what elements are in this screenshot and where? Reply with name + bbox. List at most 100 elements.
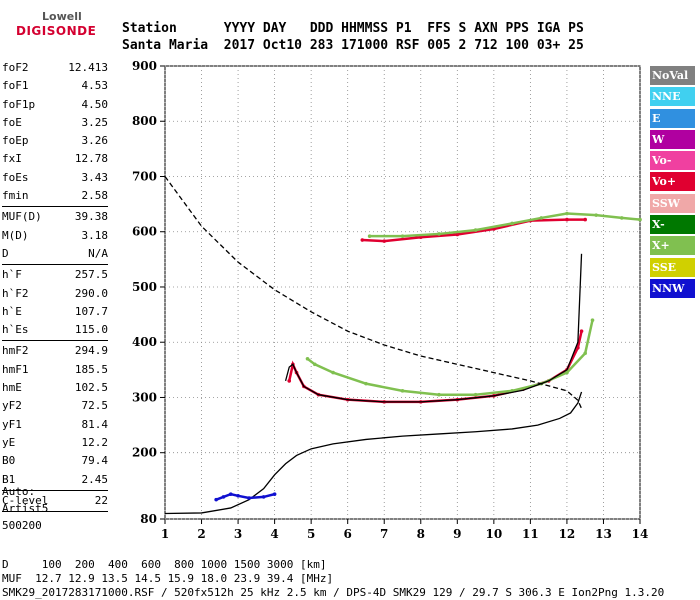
autoscaling-info: Auto: Artist5 500200 — [2, 483, 48, 534]
param-row: yF2 72.5 — [2, 397, 108, 415]
data-point — [418, 235, 423, 240]
y-tick-label: 600 — [132, 225, 157, 239]
data-point — [455, 232, 460, 237]
y-tick-label: 800 — [132, 114, 157, 128]
data-point — [305, 356, 310, 361]
param-name: M(D) — [2, 228, 29, 242]
footer-file-info: SMK29_2017283171000.RSF / 520fx512h 25 k… — [2, 586, 665, 599]
digisonde-logo: Lowell DIGISONDE — [4, 10, 96, 46]
data-point — [565, 217, 569, 222]
param-row: foEs 3.43 — [2, 169, 108, 187]
param-name: h`F — [2, 268, 22, 282]
x-tick-label: 9 — [453, 527, 461, 541]
param-value: 4.53 — [81, 79, 109, 93]
data-point — [594, 213, 598, 217]
data-point — [360, 238, 365, 242]
param-name: h`F2 — [2, 286, 29, 300]
x-tick-label: 11 — [522, 527, 539, 541]
data-point — [565, 370, 569, 375]
param-row: fmin 2.58 — [2, 187, 108, 205]
legend-item-e: E — [650, 108, 695, 128]
param-separator — [2, 264, 108, 266]
data-point — [364, 381, 368, 386]
legend-item-vo-: Vo+ — [650, 172, 695, 192]
param-name: foEs — [2, 170, 29, 184]
param-name: fxI — [2, 152, 22, 166]
polarization-legend: NoVal NNE E W Vo- Vo+ SSW X- X+ SSE NNW — [650, 66, 695, 300]
param-row: h`E 107.7 — [2, 303, 108, 321]
param-value: 12.2 — [81, 435, 109, 449]
param-value: 290.0 — [74, 286, 108, 300]
param-row: foF2 12.413 — [2, 59, 108, 77]
param-name: yF1 — [2, 417, 22, 431]
parameter-table: foF2 12.413 foF1 4.53 foF1p 4.50 foE 3.25 foEp 3.… — [2, 59, 108, 513]
param-row: D N/A — [2, 245, 108, 263]
param-value: 3.18 — [81, 228, 109, 242]
param-separator — [2, 511, 108, 513]
footer-muf: MUF 12.7 12.9 13.5 14.5 15.9 18.0 23.9 3… — [2, 572, 334, 585]
legend-item-x-: X- — [650, 215, 695, 235]
data-point — [590, 318, 595, 322]
data-point — [539, 216, 544, 220]
y-tick-label: 80 — [140, 512, 157, 526]
param-row: hmF1 185.5 — [2, 361, 108, 379]
data-point — [576, 345, 580, 350]
logo-line2: DIGISONDE — [16, 24, 97, 38]
data-point — [583, 351, 587, 356]
param-row: foE 3.25 — [2, 114, 108, 132]
param-value: 4.50 — [81, 97, 109, 111]
y-tick-label: 700 — [132, 169, 157, 183]
x-tick-label: 2 — [197, 527, 205, 541]
param-name: D — [2, 246, 9, 260]
data-point — [261, 495, 266, 499]
y-tick-label: 300 — [132, 390, 157, 404]
param-value: 79.4 — [81, 454, 109, 468]
param-name: h`Es — [2, 323, 29, 337]
data-point — [272, 492, 277, 496]
x-tick-label: 5 — [307, 527, 315, 541]
header-row-values: Santa Maria 2017 Oct10 283 171000 RSF 00… — [122, 38, 592, 53]
x-tick-label: 1 — [161, 527, 169, 541]
data-point — [400, 234, 405, 238]
param-row: h`F 257.5 — [2, 266, 108, 284]
param-name: foF1p — [2, 97, 36, 111]
param-name: C-level — [2, 493, 49, 507]
param-row: foEp 3.26 — [2, 132, 108, 150]
x-tick-label: 4 — [270, 527, 278, 541]
data-point — [313, 362, 317, 367]
param-name: yF2 — [2, 399, 22, 413]
param-row: h`Es 115.0 — [2, 321, 108, 339]
param-value: 2.45 — [81, 472, 109, 486]
x-tick-label: 6 — [344, 527, 352, 541]
data-point — [638, 217, 642, 222]
param-name: MUF(D) — [2, 210, 42, 224]
param-value: 12.413 — [68, 61, 108, 74]
param-value: 115.0 — [74, 323, 108, 337]
auto-label: Auto: — [2, 485, 36, 498]
param-separator — [2, 489, 108, 491]
param-value: 3.26 — [81, 134, 109, 148]
param-value: 72.5 — [81, 399, 109, 413]
param-row: foF1p 4.50 — [2, 96, 108, 114]
x-tick-label: 10 — [485, 527, 502, 541]
param-value: 102.5 — [74, 381, 108, 395]
param-value: 107.7 — [74, 304, 108, 318]
legend-item-x-: X+ — [650, 236, 695, 256]
param-name: hmE — [2, 381, 22, 395]
auto-code: 500200 — [2, 519, 42, 532]
data-point — [331, 370, 335, 375]
param-value: 3.25 — [81, 115, 109, 129]
legend-item-ssw: SSW — [650, 193, 695, 213]
param-row: hmE 102.5 — [2, 379, 108, 397]
param-value: 2.58 — [81, 189, 109, 203]
data-point — [214, 497, 218, 502]
param-value: 3.43 — [81, 170, 109, 184]
data-point — [510, 221, 514, 226]
legend-item-nne: NNE — [650, 87, 695, 107]
y-tick-label: 400 — [132, 335, 157, 349]
param-row: fxI 12.78 — [2, 150, 108, 168]
series-line — [306, 319, 594, 396]
legend-item-vo-: Vo- — [650, 151, 695, 171]
station-header: Station YYYY DAY DDD HHMMSS P1 FFS S AXN… — [122, 20, 592, 54]
